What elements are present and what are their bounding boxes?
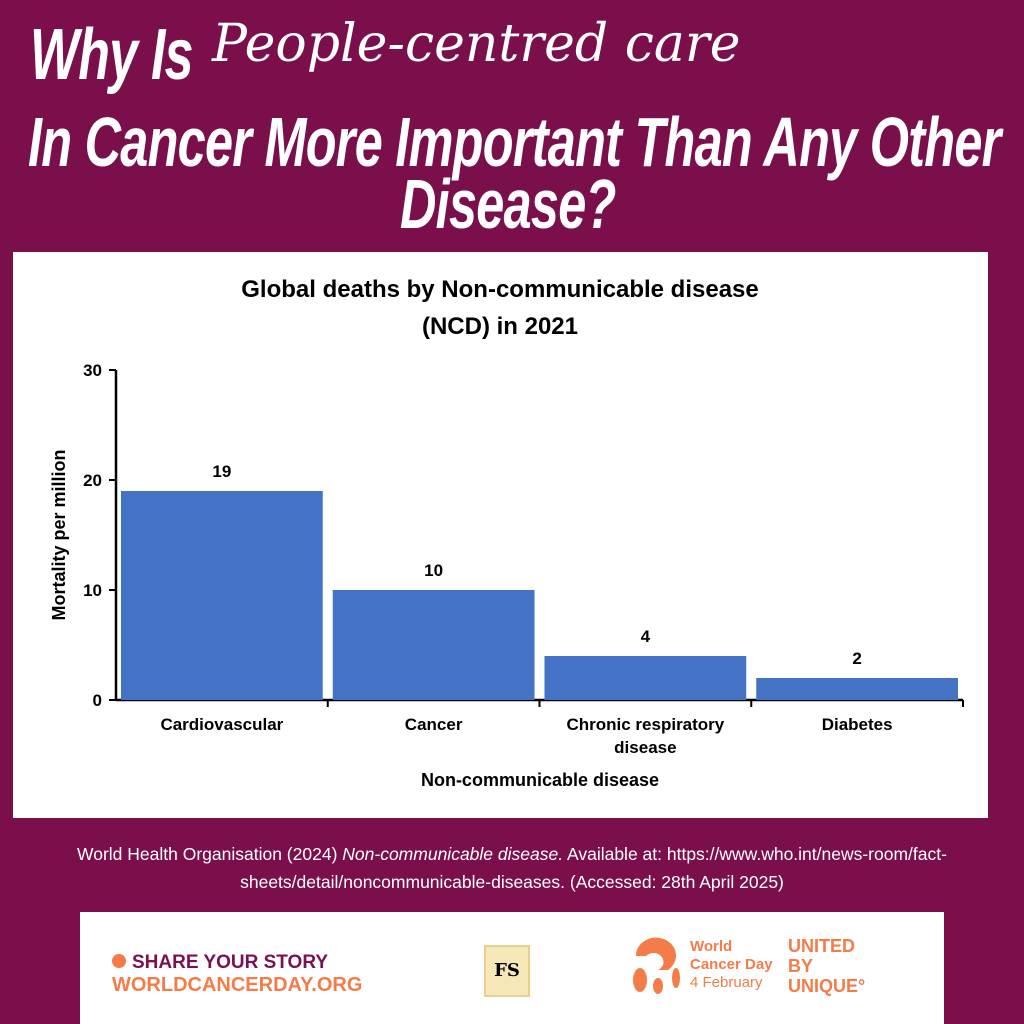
bar [756,678,958,700]
citation-title: Non-communicable disease. [342,844,564,864]
citation-post: Available at: https://www.who.int/news-r… [240,844,947,892]
data-label: 10 [424,561,443,580]
chart-title-line2: (NCD) in 2021 [422,313,578,340]
dot-icon [112,954,126,968]
share-your-story[interactable]: SHARE YOUR STORY [112,952,328,974]
footer: SHARE YOUR STORY WORLDCANCERDAY.ORG FS W… [80,912,944,1024]
bar [121,491,323,700]
headline-script: People-centred care [212,14,741,74]
data-label: 2 [852,649,861,668]
share-label: SHARE YOUR STORY [132,952,329,973]
website-link[interactable]: WORLDCANCERDAY.ORG [112,974,363,996]
y-axis-label: Mortality per million [49,449,69,620]
united-by-unique: UNITED BY UNIQUE° [788,936,866,996]
y-tick-label: 20 [83,471,102,490]
x-tick-label-line2: disease [614,738,676,757]
x-tick-label: Diabetes [822,715,893,734]
headline-why-is: Why Is [30,15,193,95]
bar [544,656,747,700]
x-tick-label: Cancer [405,715,463,734]
headline-line2: In Cancer More Important Than Any Other [28,103,1001,181]
x-tick-label: Cardiovascular [160,715,283,734]
x-tick-label: Chronic respiratory [566,715,724,734]
bar [332,590,535,700]
world-cancer-day-logo-icon [633,937,680,994]
citation: World Health Organisation (2024) Non-com… [20,840,1004,896]
x-axis-label: Non-communicable disease [421,770,659,790]
data-label: 19 [212,462,231,481]
y-tick-label: 10 [83,581,102,600]
data-label: 4 [641,627,651,646]
citation-pre: World Health Organisation (2024) [77,844,343,864]
bar-chart: Global deaths by Non-communicable diseas… [49,276,964,790]
world-cancer-day-text: World Cancer Day 4 February [690,938,773,991]
y-tick-label: 0 [93,691,102,710]
fs-logo: FS [484,945,530,997]
headline-line3: Disease? [400,165,616,243]
chart-panel: Global deaths by Non-communicable diseas… [13,252,988,818]
y-tick-label: 30 [83,361,102,380]
chart-title: Global deaths by Non-communicable diseas… [241,276,758,303]
